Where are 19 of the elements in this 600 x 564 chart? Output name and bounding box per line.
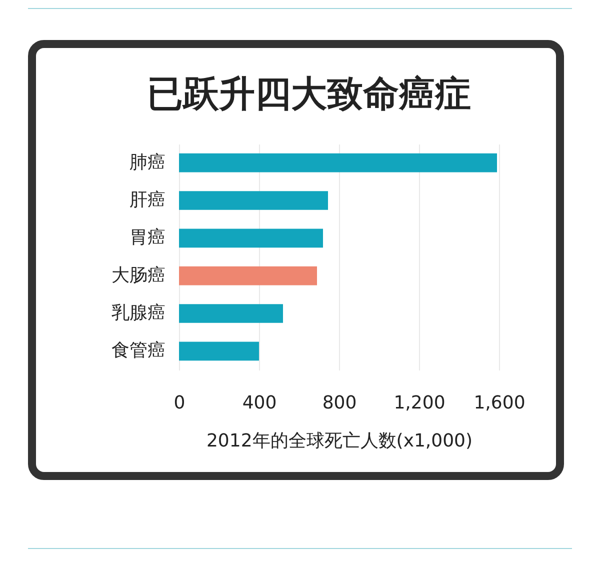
- y-tick-label: 肝癌: [130, 190, 166, 210]
- y-tick-label: 食管癌: [112, 340, 166, 362]
- y-tick-label: 大肠癌: [112, 264, 166, 286]
- chart-title: 已跃升四大致命癌症: [147, 74, 471, 115]
- x-tick-label: 0: [174, 392, 186, 414]
- bar: [179, 153, 497, 172]
- bar: [179, 191, 328, 210]
- bar: [179, 342, 259, 361]
- y-tick-label: 肺癌: [130, 152, 166, 173]
- x-tick-label: 800: [322, 392, 357, 414]
- x-tick-label: 1,200: [394, 392, 446, 414]
- bar: [179, 304, 283, 323]
- y-tick-label: 乳腺癌: [112, 302, 166, 324]
- bar: [179, 266, 317, 286]
- y-tick-label: 胃癌: [130, 227, 166, 248]
- x-tick-label: 400: [242, 392, 277, 414]
- x-tick-label: 1,600: [474, 392, 526, 414]
- x-axis-title: 2012年的全球死亡人数(x1,000): [206, 430, 473, 452]
- bar: [179, 228, 323, 248]
